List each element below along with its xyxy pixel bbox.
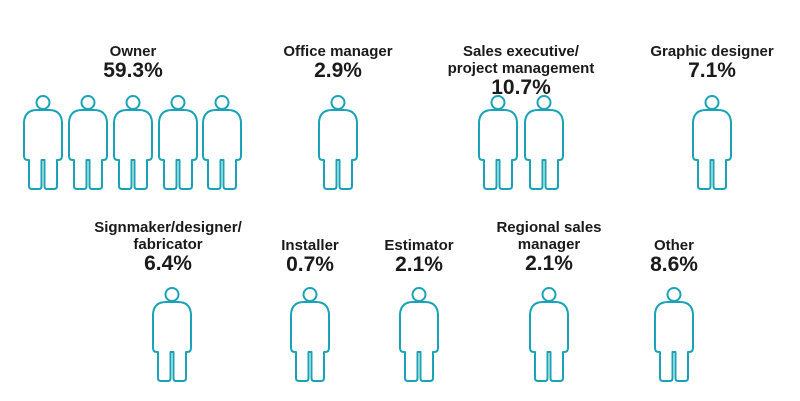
value-label: 59.3%: [103, 59, 163, 82]
person-icon: [202, 95, 242, 190]
category-label: project management: [448, 60, 595, 77]
person-icon: [158, 95, 198, 190]
category-label: Owner: [110, 43, 157, 60]
value-label: 7.1%: [688, 59, 736, 82]
category-label: Graphic designer: [650, 43, 774, 60]
value-label: 0.7%: [286, 253, 334, 276]
category-label: Estimator: [384, 237, 453, 254]
category-label: Regional sales: [496, 219, 601, 236]
category-label: Signmaker/designer/: [94, 219, 242, 236]
person-icon: [318, 95, 358, 190]
person-icon: [290, 287, 330, 382]
category-label: manager: [518, 236, 581, 253]
value-label: 6.4%: [144, 252, 192, 275]
person-icon: [113, 95, 153, 190]
person-icon: [399, 287, 439, 382]
category-label: Office manager: [283, 43, 392, 60]
person-icon: [478, 95, 518, 190]
value-label: 8.6%: [650, 253, 698, 276]
person-icon: [23, 95, 63, 190]
value-label: 2.1%: [395, 253, 443, 276]
person-icon: [68, 95, 108, 190]
category-label: Sales executive/: [463, 43, 580, 60]
value-label: 2.1%: [525, 252, 573, 275]
value-label: 2.9%: [314, 59, 362, 82]
category-label: Installer: [281, 237, 339, 254]
person-icon: [524, 95, 564, 190]
category-label: fabricator: [133, 236, 202, 253]
category-label: Other: [654, 237, 694, 254]
person-icon: [529, 287, 569, 382]
person-icon: [152, 287, 192, 382]
value-label: 10.7%: [491, 76, 551, 99]
person-icon: [654, 287, 694, 382]
person-icon: [692, 95, 732, 190]
